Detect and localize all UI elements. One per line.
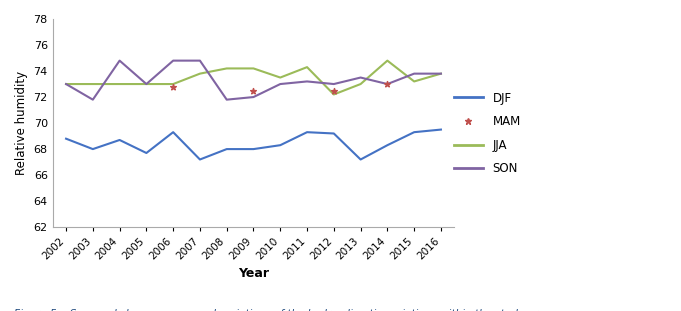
Point — [168, 84, 178, 89]
Text: Figure 5a: Seasonal changes, seasonal variations of the hydro-climatic variation: Figure 5a: Seasonal changes, seasonal va… — [14, 309, 554, 311]
X-axis label: Year: Year — [238, 267, 269, 281]
Point — [382, 81, 393, 86]
Point — [248, 88, 259, 93]
Point — [328, 88, 339, 93]
Legend: DJF, MAM, JJA, SON: DJF, MAM, JJA, SON — [454, 91, 521, 175]
Y-axis label: Relative humidity: Relative humidity — [15, 71, 28, 175]
